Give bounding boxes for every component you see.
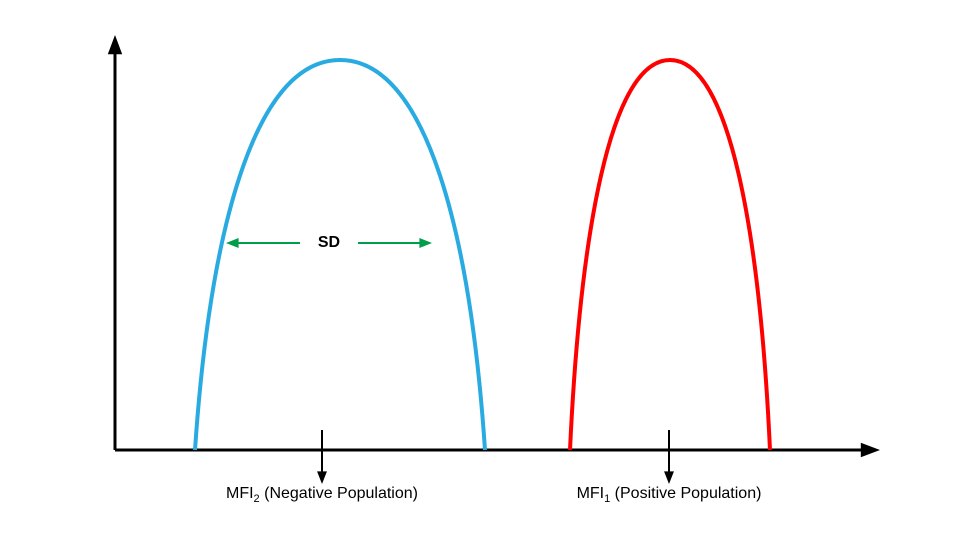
- sd-left-arrowhead: [226, 238, 239, 248]
- x-axis-arrowhead: [861, 443, 880, 457]
- sd-indicator: SD: [226, 234, 432, 251]
- center-markers: [317, 430, 674, 484]
- negative-population-curve: [195, 60, 485, 450]
- sd-right-arrowhead: [419, 238, 432, 248]
- positive-population-label: MFI1 (Positive Population): [577, 485, 762, 505]
- positive-center-arrowhead: [664, 471, 674, 484]
- negative-center-arrowhead: [317, 471, 327, 484]
- sd-label: SD: [318, 234, 340, 251]
- positive-population-curve: [570, 60, 770, 450]
- negative-population-label: MFI2 (Negative Population): [226, 485, 418, 505]
- distribution-diagram: SD MFI2 (Negative Population) MFI1 (Posi…: [0, 0, 980, 536]
- axes: [108, 35, 880, 457]
- y-axis-arrowhead: [108, 35, 122, 54]
